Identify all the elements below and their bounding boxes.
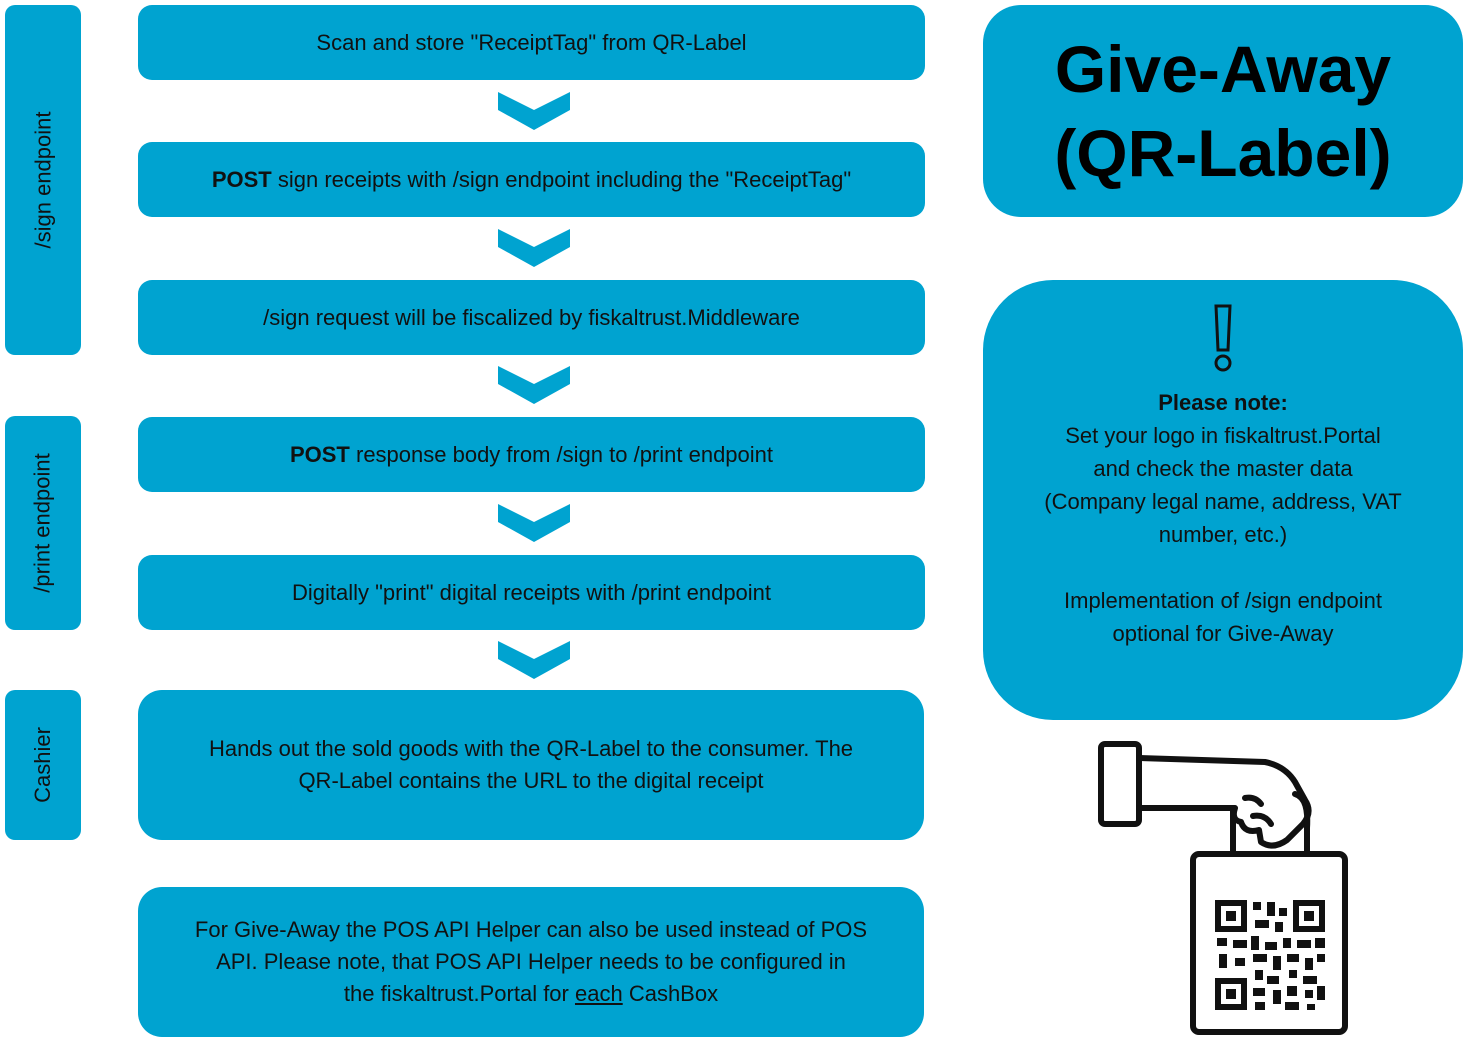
title-line-2: (QR-Label) (1054, 116, 1392, 190)
helper-line-1: For Give-Away the POS API Helper can als… (194, 917, 868, 942)
step-5-text: Digitally "print" digital receipts with … (291, 579, 772, 605)
step-digital-print: Digitally "print" digital receipts with … (138, 555, 925, 630)
step-fiscalize: /sign request will be fiscalized by fisk… (138, 280, 925, 355)
side-label-print-text: /print endpoint (30, 453, 55, 593)
chevron-down-icon (498, 504, 570, 542)
title-line-1: Give-Away (1054, 32, 1392, 106)
title-box: Give-Away (QR-Label) (983, 5, 1463, 217)
note-line: number, etc.) (1158, 522, 1288, 547)
step-2-rest: sign receipts with /sign endpoint includ… (271, 166, 852, 192)
step-post-print: POST response body from /sign to /print … (138, 417, 925, 492)
side-label-sign-endpoint: /sign endpoint (5, 5, 81, 355)
step-2-text: POST sign receipts with /sign endpoint i… (212, 167, 851, 193)
helper-line-3: the fiskaltrust.Portal for each CashBox (344, 978, 718, 1010)
hand-holding-qr-bag-icon (1098, 741, 1348, 1035)
helper-line-3-underlined: each (574, 981, 623, 1006)
post-keyword: POST (211, 166, 272, 192)
step-scan-receipttag: Scan and store "ReceiptTag" from QR-Labe… (138, 5, 925, 80)
step-6-line-1: Hands out the sold goods with the QR-Lab… (208, 736, 854, 761)
exclamation-icon (1214, 304, 1232, 372)
chevron-down-icon (498, 366, 570, 404)
note-line: and check the master data (1093, 456, 1353, 481)
helper-line-3-post: CashBox (622, 981, 719, 1006)
step-post-sign: POST sign receipts with /sign endpoint i… (138, 142, 925, 217)
note-heading: Please note: (1158, 390, 1288, 415)
side-label-sign-text: /sign endpoint (30, 111, 55, 249)
side-label-cashier-text: Cashier (30, 727, 55, 803)
note-box: Please note: Set your logo in fiskaltrus… (983, 280, 1463, 720)
post-keyword: POST (289, 441, 350, 467)
chevron-down-icon (498, 641, 570, 679)
note-line: Set your logo in fiskaltrust.Portal (1065, 423, 1381, 448)
step-4-rest: response body from /sign to /print endpo… (349, 441, 774, 467)
chevron-down-icon (498, 229, 570, 267)
step-3-text: /sign request will be fiscalized by fisk… (263, 304, 800, 330)
helper-line-3-pre: the fiskaltrust.Portal for (343, 981, 575, 1006)
note-line: (Company legal name, address, VAT (1044, 489, 1402, 514)
step-6-line-2: QR-Label contains the URL to the digital… (298, 768, 764, 793)
pos-api-helper-note: For Give-Away the POS API Helper can als… (138, 887, 924, 1037)
note-line: optional for Give-Away (1112, 621, 1334, 646)
note-line: Implementation of /sign endpoint (1064, 588, 1382, 613)
helper-line-2: API. Please note, that POS API Helper ne… (216, 949, 846, 974)
side-label-print-endpoint: /print endpoint (5, 416, 81, 630)
step-4-text: POST response body from /sign to /print … (290, 442, 773, 468)
chevron-down-icon (498, 92, 570, 130)
step-hand-out-goods: Hands out the sold goods with the QR-Lab… (138, 690, 924, 840)
step-1-text: Scan and store "ReceiptTag" from QR-Labe… (316, 29, 747, 55)
side-label-cashier: Cashier (5, 690, 81, 840)
